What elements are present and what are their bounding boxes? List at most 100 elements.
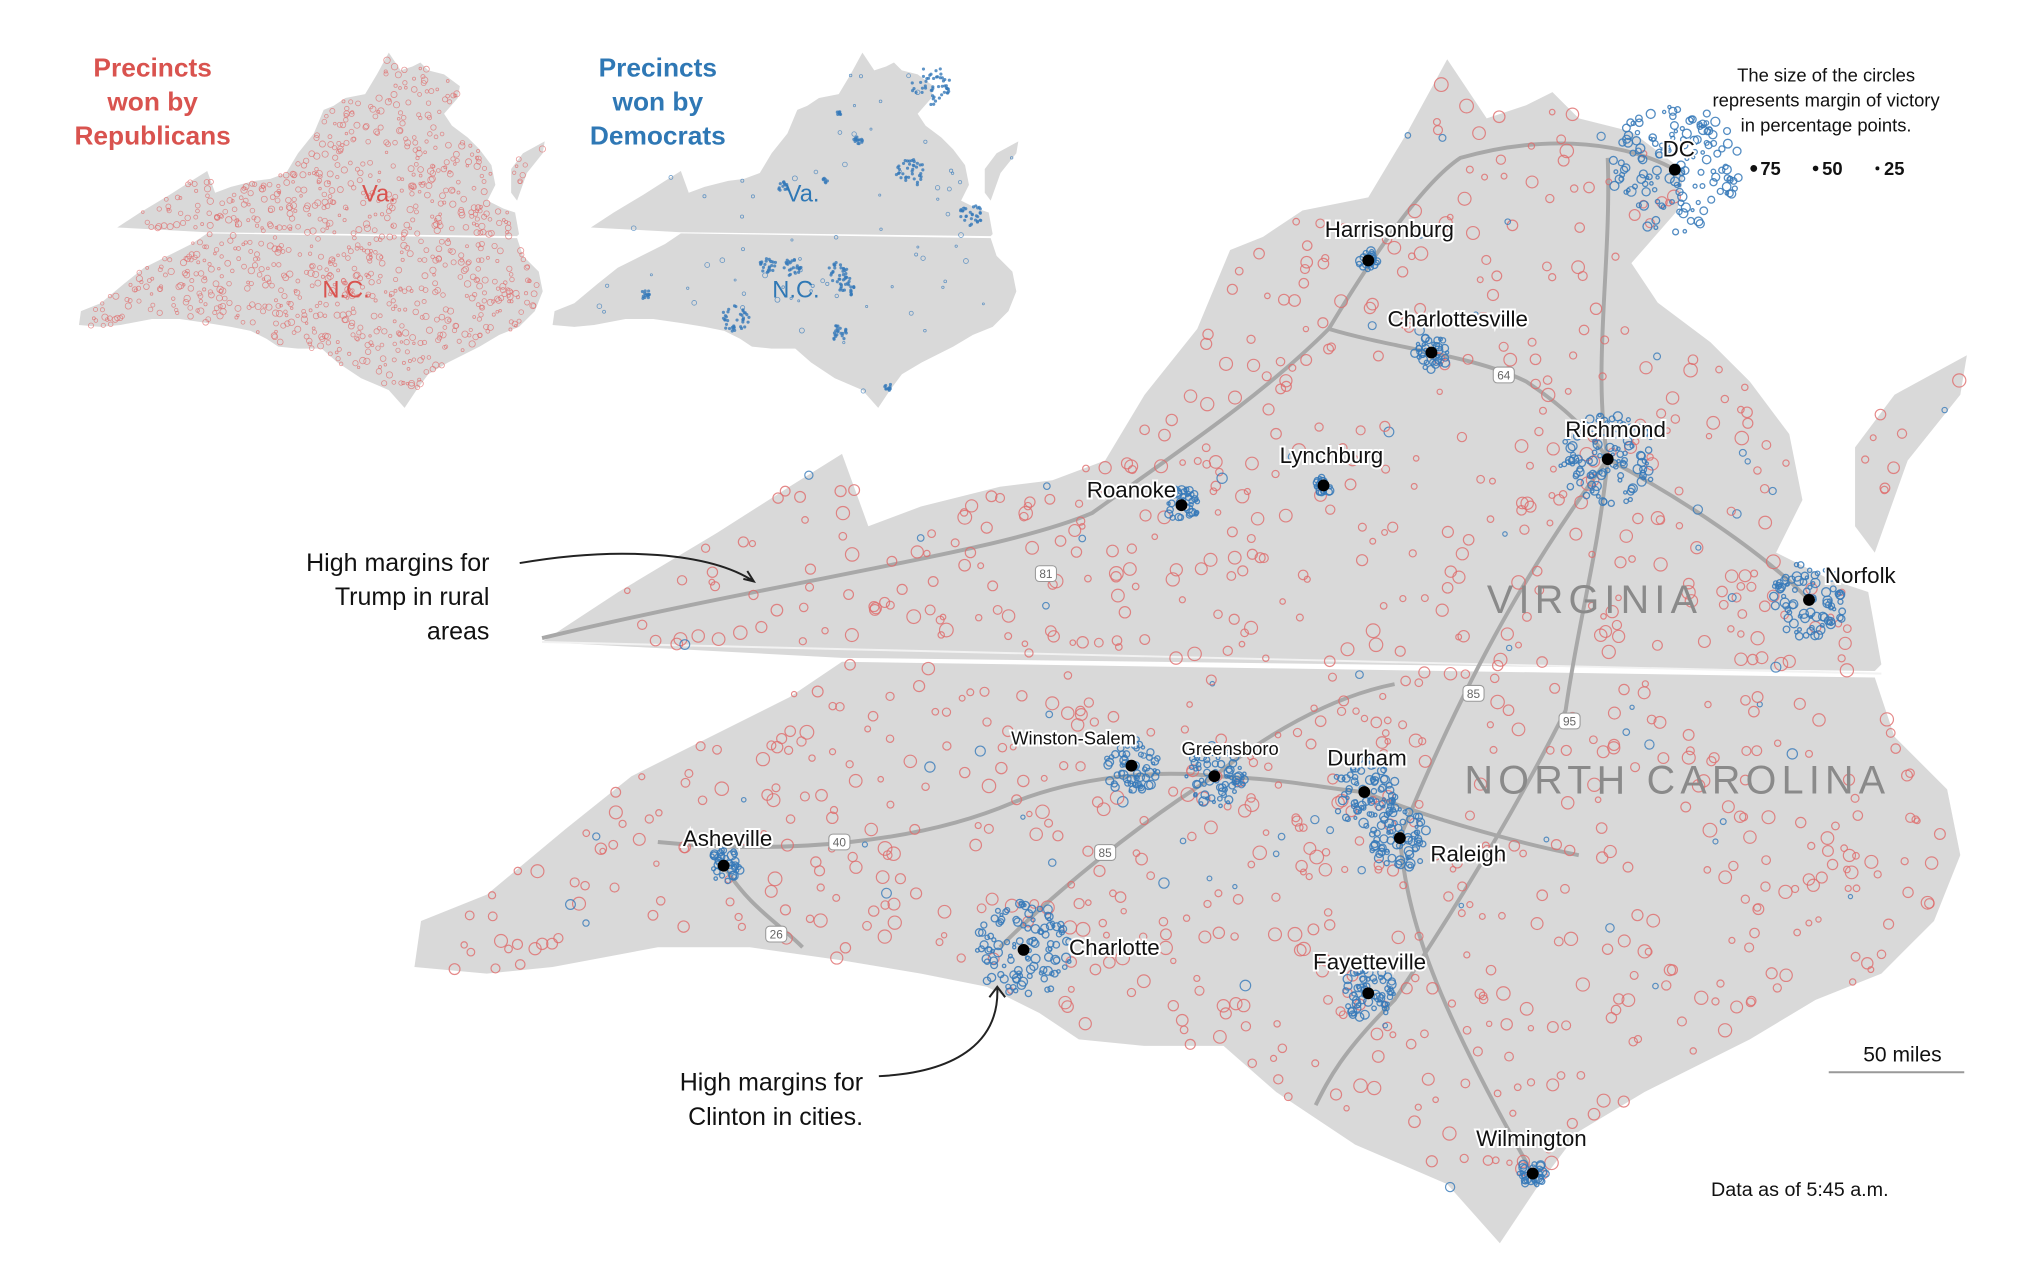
precinct-cluster bbox=[1231, 780, 1237, 786]
precinct bbox=[1026, 810, 1033, 818]
precinct bbox=[247, 202, 251, 207]
precinct bbox=[476, 149, 481, 153]
precinct bbox=[430, 163, 435, 169]
precinct bbox=[1234, 266, 1244, 276]
precinct bbox=[495, 259, 500, 264]
precinct-cluster bbox=[1679, 125, 1685, 132]
precinct bbox=[1247, 753, 1254, 761]
precinct bbox=[328, 261, 334, 266]
precinct bbox=[1486, 515, 1495, 524]
precinct bbox=[304, 269, 310, 275]
precinct-cluster bbox=[1648, 133, 1658, 142]
precinct bbox=[924, 761, 936, 773]
precinct bbox=[150, 302, 156, 308]
precinct bbox=[1724, 569, 1739, 583]
precinct bbox=[318, 300, 323, 305]
precinct bbox=[1214, 889, 1223, 898]
precinct-cluster bbox=[1373, 992, 1384, 1003]
cities: DCHarrisonburgCharlottesvilleRichmondLyn… bbox=[681, 135, 1899, 1180]
precinct bbox=[431, 222, 439, 229]
precinct bbox=[1542, 375, 1553, 385]
precinct bbox=[294, 325, 302, 333]
precinct bbox=[623, 587, 631, 595]
precinct-cluster bbox=[724, 322, 729, 326]
precinct bbox=[1500, 172, 1508, 180]
precinct-cluster bbox=[1015, 937, 1024, 946]
precinct-cluster bbox=[1805, 607, 1816, 618]
precinct bbox=[828, 701, 837, 711]
inset-state: Va. bbox=[786, 181, 820, 207]
precinct bbox=[1525, 175, 1539, 189]
precinct bbox=[326, 219, 334, 227]
precinct-cluster bbox=[1350, 762, 1361, 773]
precinct bbox=[1741, 745, 1752, 757]
precinct-cluster bbox=[781, 180, 786, 184]
precinct bbox=[234, 304, 242, 312]
precinct bbox=[1068, 523, 1082, 537]
precinct-cluster bbox=[761, 269, 765, 273]
precinct-cluster bbox=[921, 67, 926, 71]
precinct-cluster bbox=[783, 187, 787, 191]
precinct bbox=[1492, 110, 1506, 124]
precinct bbox=[252, 181, 258, 187]
precinct bbox=[400, 177, 405, 181]
precinct bbox=[1743, 830, 1757, 844]
precinct bbox=[894, 873, 907, 885]
precinct bbox=[1500, 1018, 1513, 1031]
precinct-cluster bbox=[1636, 476, 1647, 487]
precinct-cluster bbox=[1026, 938, 1034, 946]
precinct bbox=[207, 289, 214, 295]
precinct bbox=[141, 210, 145, 214]
precinct bbox=[112, 292, 120, 300]
precinct bbox=[1900, 857, 1909, 866]
precinct-cluster bbox=[934, 69, 938, 73]
precinct-cluster bbox=[1639, 471, 1647, 480]
precinct bbox=[297, 252, 303, 257]
precinct-cluster bbox=[1190, 489, 1199, 499]
precinct-cluster bbox=[1356, 983, 1366, 993]
precinct-cluster bbox=[1626, 118, 1635, 127]
precinct-cluster bbox=[838, 273, 842, 278]
precinct-cluster bbox=[1836, 613, 1844, 622]
precinct bbox=[1417, 232, 1424, 239]
precinct bbox=[407, 359, 412, 364]
precinct bbox=[271, 262, 277, 267]
precinct bbox=[331, 257, 335, 262]
precinct bbox=[230, 268, 235, 274]
precinct bbox=[805, 914, 815, 924]
precinct bbox=[940, 932, 948, 939]
precinct bbox=[325, 222, 331, 227]
precinct bbox=[295, 223, 301, 230]
precinct bbox=[1334, 294, 1348, 309]
precinct bbox=[285, 246, 292, 253]
precinct-cluster bbox=[1592, 438, 1599, 445]
precinct bbox=[1513, 1083, 1522, 1092]
precinct bbox=[1131, 582, 1140, 591]
precinct bbox=[217, 266, 221, 271]
city-label: Greensboro bbox=[1182, 738, 1279, 759]
precinct bbox=[507, 299, 511, 304]
precinct bbox=[1261, 371, 1272, 382]
precinct bbox=[395, 347, 401, 353]
precinct bbox=[1493, 1089, 1502, 1098]
precinct bbox=[251, 262, 259, 269]
precinct bbox=[1619, 529, 1634, 543]
precinct bbox=[1525, 461, 1534, 470]
precinct bbox=[219, 200, 225, 207]
precinct bbox=[336, 253, 340, 258]
precinct bbox=[516, 318, 522, 324]
precinct bbox=[456, 179, 461, 185]
legend-text: in percentage points. bbox=[1741, 115, 1912, 136]
precinct bbox=[505, 287, 510, 292]
precinct-cluster bbox=[1588, 473, 1595, 480]
precinct bbox=[691, 629, 705, 643]
precinct-cluster bbox=[1636, 174, 1647, 185]
precinct bbox=[1070, 718, 1085, 732]
precinct-cluster bbox=[767, 257, 771, 261]
precinct-cluster bbox=[914, 165, 919, 169]
precinct-cluster bbox=[1031, 936, 1037, 942]
precinct bbox=[1009, 156, 1014, 160]
precinct bbox=[407, 381, 416, 390]
precinct bbox=[256, 272, 263, 278]
precinct bbox=[216, 312, 224, 320]
